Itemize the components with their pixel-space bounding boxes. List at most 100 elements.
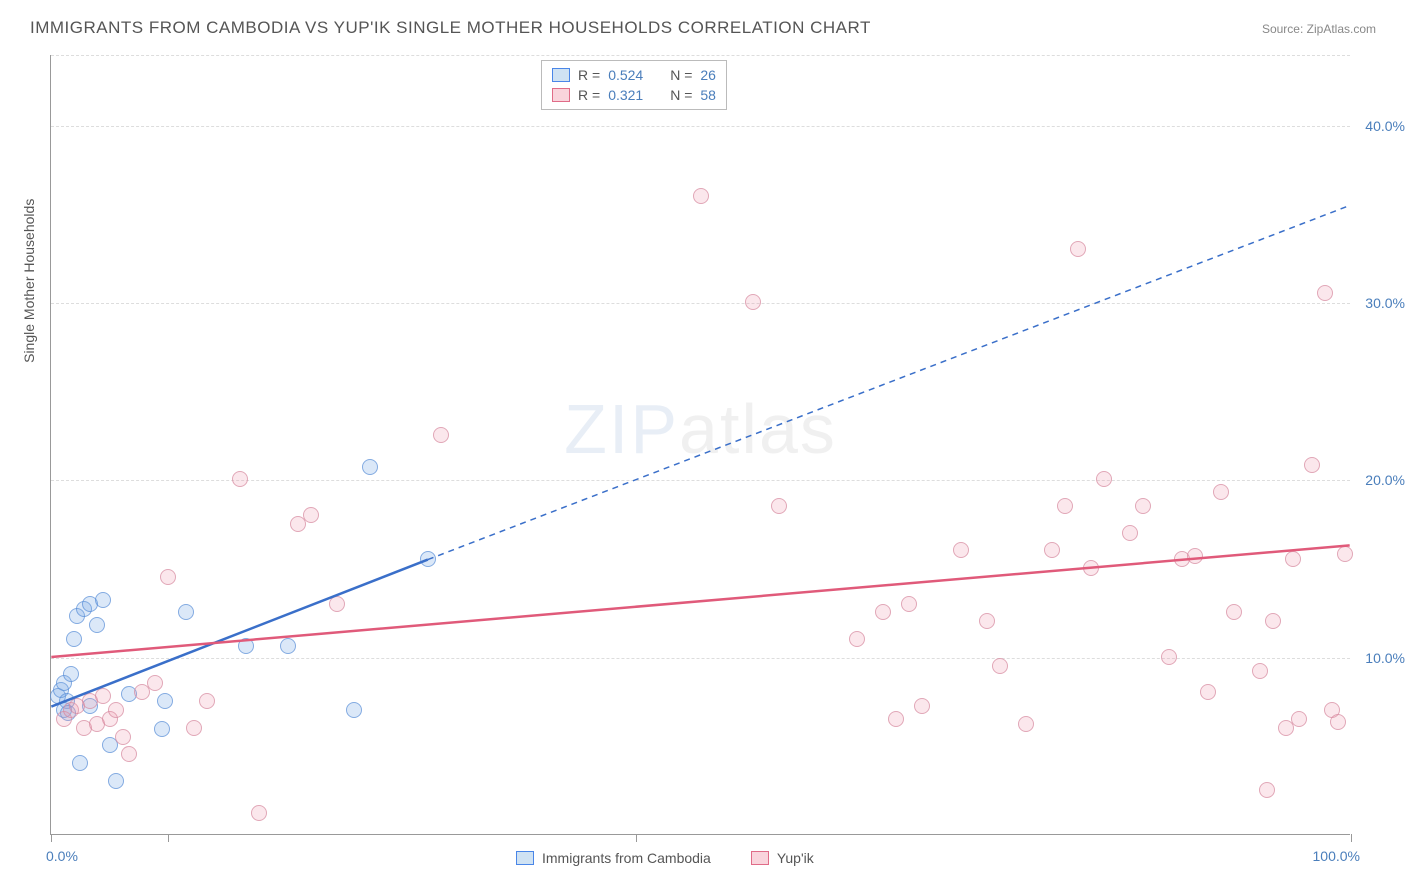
swatch-pink-icon <box>751 851 769 865</box>
r-value-1: 0.321 <box>608 87 650 103</box>
x-min-label: 0.0% <box>46 848 78 864</box>
legend-item-yupik: Yup'ik <box>751 850 814 866</box>
data-point <box>1330 714 1346 730</box>
gridline <box>51 126 1350 127</box>
data-point <box>1265 613 1281 629</box>
data-point <box>1057 498 1073 514</box>
data-point <box>1226 604 1242 620</box>
watermark: ZIPatlas <box>564 389 837 469</box>
data-point <box>95 688 111 704</box>
r-label-0: R = <box>578 67 600 83</box>
data-point <box>157 693 173 709</box>
data-point <box>1187 548 1203 564</box>
r-label-1: R = <box>578 87 600 103</box>
data-point <box>901 596 917 612</box>
data-point <box>1317 285 1333 301</box>
data-point <box>992 658 1008 674</box>
chart-title: IMMIGRANTS FROM CAMBODIA VS YUP'IK SINGL… <box>30 18 871 38</box>
data-point <box>108 773 124 789</box>
x-tick <box>636 834 637 842</box>
data-point <box>1083 560 1099 576</box>
data-point <box>693 188 709 204</box>
data-point <box>875 604 891 620</box>
x-tick <box>51 834 52 842</box>
data-point <box>1070 241 1086 257</box>
y-tick-label: 40.0% <box>1365 118 1405 134</box>
watermark-atlas: atlas <box>679 390 837 468</box>
trend-line <box>51 560 428 707</box>
trend-line-dashed <box>428 205 1350 559</box>
data-point <box>1304 457 1320 473</box>
data-point <box>178 604 194 620</box>
data-point <box>66 631 82 647</box>
swatch-pink <box>552 88 570 102</box>
gridline <box>51 303 1350 304</box>
data-point <box>89 617 105 633</box>
legend-row-blue: R = 0.524 N = 26 <box>552 65 716 85</box>
data-point <box>238 638 254 654</box>
data-point <box>346 702 362 718</box>
data-point <box>433 427 449 443</box>
data-point <box>420 551 436 567</box>
chart-area: Single Mother Households ZIPatlas 10.0%2… <box>50 55 1350 835</box>
data-point <box>1252 663 1268 679</box>
data-point <box>771 498 787 514</box>
data-point <box>1018 716 1034 732</box>
data-point <box>186 720 202 736</box>
data-point <box>1291 711 1307 727</box>
data-point <box>979 613 995 629</box>
x-tick <box>1351 834 1352 842</box>
data-point <box>329 596 345 612</box>
legend-item-cambodia: Immigrants from Cambodia <box>516 850 711 866</box>
data-point <box>121 746 137 762</box>
data-point <box>251 805 267 821</box>
data-point <box>849 631 865 647</box>
data-point <box>160 569 176 585</box>
data-point <box>115 729 131 745</box>
data-point <box>1122 525 1138 541</box>
data-point <box>154 721 170 737</box>
data-point <box>95 592 111 608</box>
data-point <box>745 294 761 310</box>
data-point <box>199 693 215 709</box>
y-tick-label: 10.0% <box>1365 650 1405 666</box>
swatch-blue-icon <box>516 851 534 865</box>
data-point <box>63 666 79 682</box>
watermark-zip: ZIP <box>564 390 679 468</box>
data-point <box>953 542 969 558</box>
x-tick <box>168 834 169 842</box>
data-point <box>147 675 163 691</box>
data-point <box>888 711 904 727</box>
data-point <box>1337 546 1353 562</box>
data-point <box>1259 782 1275 798</box>
data-point <box>1135 498 1151 514</box>
n-value-0: 26 <box>700 67 716 83</box>
data-point <box>280 638 296 654</box>
legend-label-1: Yup'ik <box>777 850 814 866</box>
n-label-0: N = <box>670 67 692 83</box>
gridline <box>51 658 1350 659</box>
data-point <box>72 755 88 771</box>
data-point <box>108 702 124 718</box>
n-value-1: 58 <box>700 87 716 103</box>
n-label-1: N = <box>670 87 692 103</box>
x-max-label: 100.0% <box>1313 848 1360 864</box>
r-value-0: 0.524 <box>608 67 650 83</box>
data-point <box>362 459 378 475</box>
y-tick-label: 30.0% <box>1365 295 1405 311</box>
swatch-blue <box>552 68 570 82</box>
y-tick-label: 20.0% <box>1365 472 1405 488</box>
data-point <box>232 471 248 487</box>
data-point <box>1096 471 1112 487</box>
legend-correlation: R = 0.524 N = 26 R = 0.321 N = 58 <box>541 60 727 110</box>
data-point <box>1200 684 1216 700</box>
legend-row-pink: R = 0.321 N = 58 <box>552 85 716 105</box>
data-point <box>1044 542 1060 558</box>
data-point <box>1213 484 1229 500</box>
source-label: Source: ZipAtlas.com <box>1262 22 1376 36</box>
data-point <box>1285 551 1301 567</box>
legend-label-0: Immigrants from Cambodia <box>542 850 711 866</box>
data-point <box>1161 649 1177 665</box>
data-point <box>303 507 319 523</box>
trend-lines <box>51 55 1350 834</box>
